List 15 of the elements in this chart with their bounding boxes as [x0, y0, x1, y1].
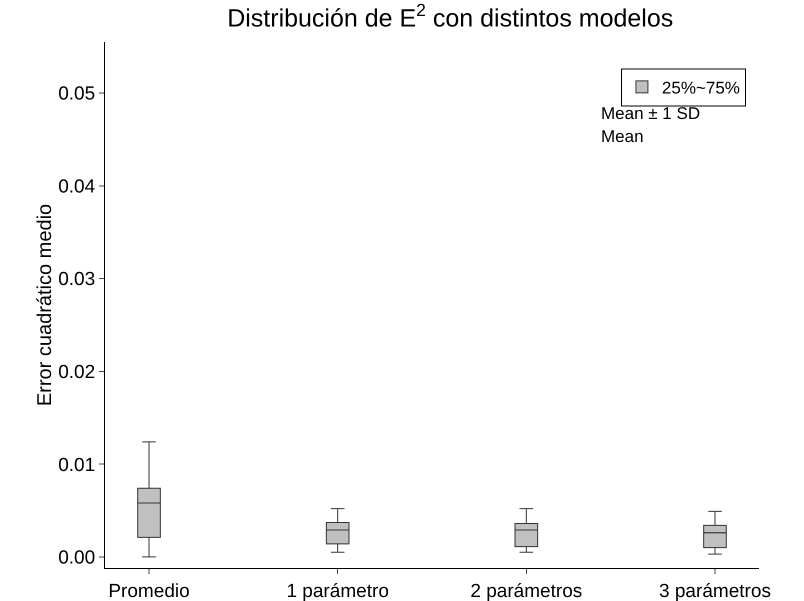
x-tick-label: 2 parámetros — [470, 580, 582, 601]
x-tick-label: 3 parámetros — [659, 580, 771, 601]
annotation: Mean ± 1 SD — [601, 104, 700, 123]
y-tick-label: 0.03 — [58, 269, 96, 290]
y-tick-label: 0.00 — [58, 548, 96, 569]
y-tick-label: 0.02 — [58, 362, 96, 383]
y-tick-label: 0.04 — [58, 176, 96, 198]
x-tick-label: Promedio — [108, 580, 190, 601]
x-tick-label: 1 parámetro — [286, 580, 389, 601]
chart-title: Distribución de E$^{2}$ con distintos modelos — [227, 0, 674, 33]
legend-label: 25%~75% — [662, 78, 740, 98]
y-tick-label: 0.05 — [58, 84, 96, 105]
annotation: Mean — [601, 127, 644, 146]
y-tick-label: 0.01 — [58, 454, 96, 476]
y-axis-title: Error cuadrático medio — [34, 204, 56, 406]
